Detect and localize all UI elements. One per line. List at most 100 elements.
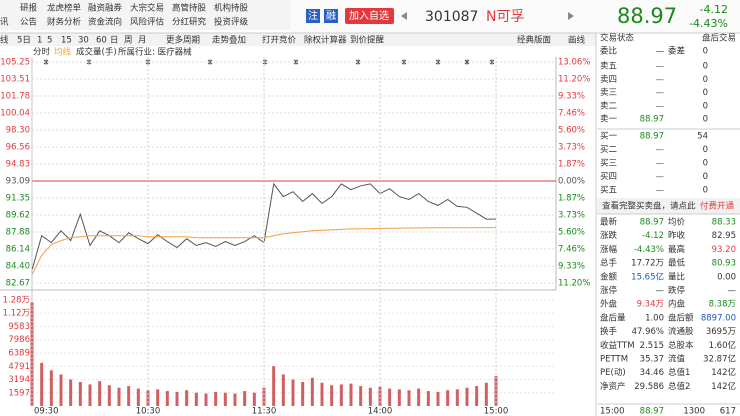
stat-cell: 换手 <box>600 326 618 337</box>
toolbar-bg <box>0 33 596 46</box>
volume-bar <box>223 392 227 406</box>
book-price: — <box>656 75 665 85</box>
toolbar-item[interactable]: 走势叠加 <box>212 35 246 46</box>
menu-item[interactable]: 讯 <box>0 18 9 28</box>
volume-bar <box>494 376 498 406</box>
menu-item[interactable]: 风险评估 <box>130 17 165 28</box>
stat-cell: 80.93 <box>712 259 736 269</box>
toolbar-item[interactable]: 1 <box>37 36 42 46</box>
toolbar-item[interactable]: 5日 <box>17 36 31 46</box>
menu-item[interactable]: 资金流向 <box>88 17 122 28</box>
y-tick-label: 98.30 <box>6 126 30 136</box>
y2-tick-label: 7.46% <box>558 109 585 119</box>
stat-cell: — <box>728 286 737 296</box>
toolbar-item[interactable]: 30 <box>78 36 89 46</box>
volume-bar <box>185 390 189 406</box>
volume-bar <box>204 393 208 406</box>
menu-item[interactable]: 财务分析 <box>47 17 82 28</box>
stat-cell: 均价 <box>668 217 686 228</box>
volume-bar <box>107 385 111 406</box>
panel-head: 交易状态 <box>600 33 635 44</box>
volume-bar <box>59 374 63 406</box>
stat-cell: -4.12 <box>642 231 664 241</box>
volume-bar <box>465 387 469 406</box>
volume-bar <box>262 387 266 406</box>
next-arrow[interactable] <box>568 12 574 20</box>
tag[interactable]: 融 <box>326 10 336 22</box>
y-tick-label: 6389 <box>8 348 30 358</box>
add-watchlist[interactable]: 加入自选 <box>349 9 389 22</box>
toolbar-item[interactable]: 周 <box>124 36 133 46</box>
tag[interactable]: 注 <box>308 9 318 22</box>
toolbar-item[interactable]: 月 <box>138 36 147 46</box>
menu-item[interactable]: 融资融券 <box>88 3 123 14</box>
sub-label: 成交量(手) <box>76 47 117 58</box>
stat-cell: PE(动) <box>600 367 626 378</box>
menu-item[interactable]: 机构持股 <box>214 3 249 14</box>
y2-tick-label: 5.60% <box>558 125 585 135</box>
volume-bar <box>407 390 411 406</box>
change-pct: -4.43% <box>689 17 728 30</box>
menu-bg <box>0 0 290 30</box>
menu-item[interactable]: 研报 <box>20 3 38 14</box>
volume-bar <box>272 366 276 406</box>
order-ratio: — <box>656 47 665 57</box>
volume-bar <box>233 393 237 406</box>
y2-tick-label: 11.20% <box>558 74 590 84</box>
stat-cell: 涨跌 <box>600 230 618 241</box>
toolbar-item[interactable]: 除权计算器 <box>304 35 347 46</box>
tick-row: 617 <box>720 407 736 416</box>
sub-label: 所属行业: 医疗器械 <box>118 47 192 58</box>
toolbar-item[interactable]: 到价提醒 <box>350 35 385 46</box>
volume-bar <box>388 388 392 406</box>
toolbar-item[interactable]: 15 <box>61 36 72 46</box>
menu-item[interactable]: 高管持股 <box>172 3 207 14</box>
book-price: — <box>656 62 665 72</box>
toolbar-item[interactable]: 打开竞价 <box>262 35 297 46</box>
book-label: 卖四 <box>600 75 617 85</box>
stat-cell: 8897.00 <box>701 313 736 323</box>
menu-item[interactable]: 大宗交易 <box>130 3 164 14</box>
y2-tick-label: 7.46% <box>558 244 585 254</box>
menu-item[interactable]: 龙虎榜单 <box>47 3 82 14</box>
toolbar-item[interactable]: 更多周期 <box>166 35 200 46</box>
toolbar-item[interactable]: 5 <box>47 36 52 46</box>
price: 88.97 <box>617 4 677 28</box>
volume-bar <box>127 386 131 406</box>
book-price: — <box>656 186 665 196</box>
stock-name: N可孚 <box>486 9 524 25</box>
stat-cell: 0.00 <box>717 272 736 282</box>
menu-item[interactable]: 投资评级 <box>214 17 249 28</box>
y-tick-label: 94.83 <box>6 159 30 169</box>
volume-bar <box>40 362 44 406</box>
book-label: 买四 <box>600 172 617 182</box>
prev-arrow[interactable] <box>401 12 407 20</box>
stat-cell: 82.95 <box>712 231 736 241</box>
y-tick-label: 7986 <box>8 335 30 345</box>
stat-cell: 9.34万 <box>637 300 664 310</box>
book-volume: 0 <box>703 115 708 125</box>
menu-item[interactable]: 分红研究 <box>172 17 207 28</box>
toolbar-item[interactable]: 60 <box>96 36 107 46</box>
x-tick-label: 09:30 <box>34 407 59 416</box>
stat-cell: 流通股 <box>668 326 694 337</box>
stat-cell: 外盘 <box>600 299 618 310</box>
order-ratio: 委比 <box>600 46 617 57</box>
book-volume: 0 <box>703 62 708 72</box>
toolbar-item[interactable]: 经典版面 <box>517 35 552 46</box>
y-tick-label: 9583 <box>8 322 30 332</box>
toolbar-item[interactable]: 线 <box>0 35 9 46</box>
book-price: 88.97 <box>640 115 664 125</box>
notice-bg <box>597 198 740 214</box>
y-tick-label: 86.14 <box>6 245 30 255</box>
toolbar-item[interactable]: 日 <box>110 36 119 46</box>
stat-cell: 142亿 <box>711 367 736 378</box>
pay-link[interactable]: 付费开通 <box>700 201 735 212</box>
stat-cell: 88.33 <box>712 218 736 228</box>
x-tick-label: 15:00 <box>484 407 509 416</box>
menu-item[interactable]: 公告 <box>20 17 37 28</box>
book-label: 卖三 <box>600 88 617 98</box>
toolbar-item[interactable]: 画线 <box>568 35 586 46</box>
y-tick-label: 103.51 <box>0 75 30 85</box>
